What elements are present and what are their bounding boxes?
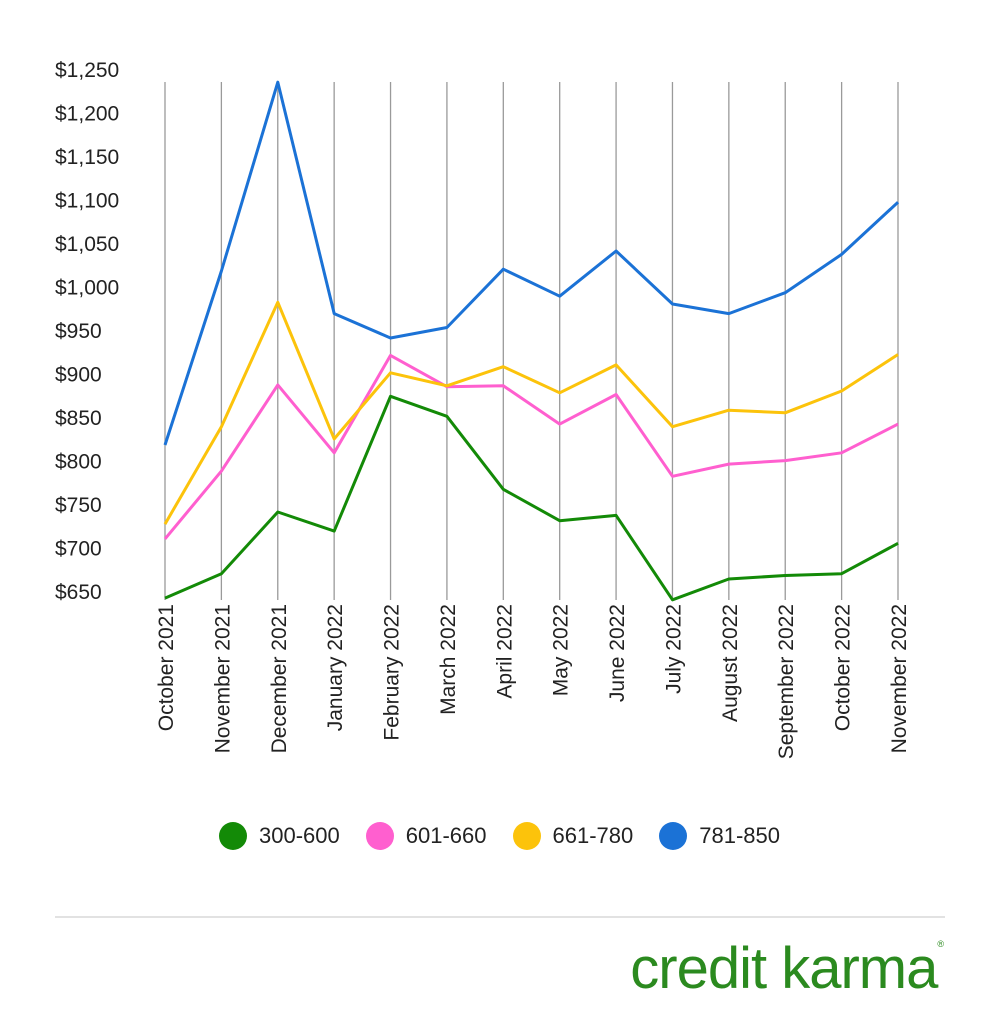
x-tick-label: October 2022 [832, 604, 855, 731]
series-line-300-600 [164, 394, 899, 602]
legend-item: 300-600 [219, 822, 340, 850]
legend-item: 781-850 [659, 822, 780, 850]
x-tick-label: June 2022 [606, 604, 629, 702]
y-tick-label: $1,050 [55, 233, 119, 256]
series-lines [163, 80, 900, 602]
y-tick-label: $1,000 [55, 277, 119, 300]
legend-swatch [659, 822, 688, 850]
x-tick-label: December 2021 [268, 604, 291, 753]
x-tick-label: September 2022 [775, 604, 798, 759]
legend-item: 601-660 [365, 822, 487, 850]
y-tick-label: $1,150 [55, 146, 119, 169]
x-axis-ticks: October 2021 November 2021 December 2021 Ja… [155, 604, 911, 759]
y-tick-label: $650 [55, 581, 102, 604]
legend-label: 601-660 [405, 823, 487, 848]
x-tick-label: July 2022 [662, 604, 685, 694]
y-tick-label: $700 [55, 538, 102, 561]
y-tick-label: $1,250 [55, 59, 119, 82]
x-tick-label: January 2022 [324, 604, 347, 731]
x-tick-label: November 2022 [888, 604, 911, 753]
series-line-661-780 [163, 300, 899, 525]
x-tick-label: February 2022 [381, 604, 404, 741]
legend-swatch [512, 822, 541, 850]
x-tick-label: May 2022 [550, 604, 573, 696]
credit-karma-logo: credit karma® [630, 939, 944, 998]
y-tick-label: $900 [55, 364, 102, 387]
registered-mark: ® [937, 939, 944, 949]
y-tick-label: $850 [55, 407, 102, 430]
divider [55, 916, 945, 918]
chart-legend: 300-600 601-660 661-780 781-850 [0, 822, 999, 850]
legend-swatch [365, 822, 394, 850]
logo-text: credit karma [630, 936, 938, 1001]
legend-label: 781-850 [699, 823, 780, 848]
y-tick-label: $1,100 [55, 190, 119, 213]
series-line-781-850 [163, 80, 900, 446]
line-chart: $650 $700 $750 $800 $850 $900 $950 $1,000 $1,050… [55, 59, 911, 759]
legend-item: 661-780 [512, 822, 634, 850]
series-line-601-660 [163, 353, 899, 540]
x-tick-label: March 2022 [437, 604, 460, 715]
x-tick-label: April 2022 [493, 604, 516, 699]
legend-swatch [219, 822, 247, 850]
x-tick-label: November 2021 [211, 604, 234, 753]
x-tick-label: August 2022 [719, 604, 742, 722]
y-tick-label: $1,200 [55, 103, 119, 126]
y-tick-label: $750 [55, 494, 102, 517]
x-tick-label: October 2021 [155, 604, 178, 731]
legend-label: 300-600 [259, 823, 340, 848]
grid-lines [164, 82, 899, 600]
y-tick-label: $950 [55, 320, 102, 343]
legend-label: 661-780 [552, 823, 634, 848]
y-tick-label: $800 [55, 451, 102, 474]
y-axis-ticks: $650 $700 $750 $800 $850 $900 $950 $1,000 $1,050… [55, 59, 119, 604]
